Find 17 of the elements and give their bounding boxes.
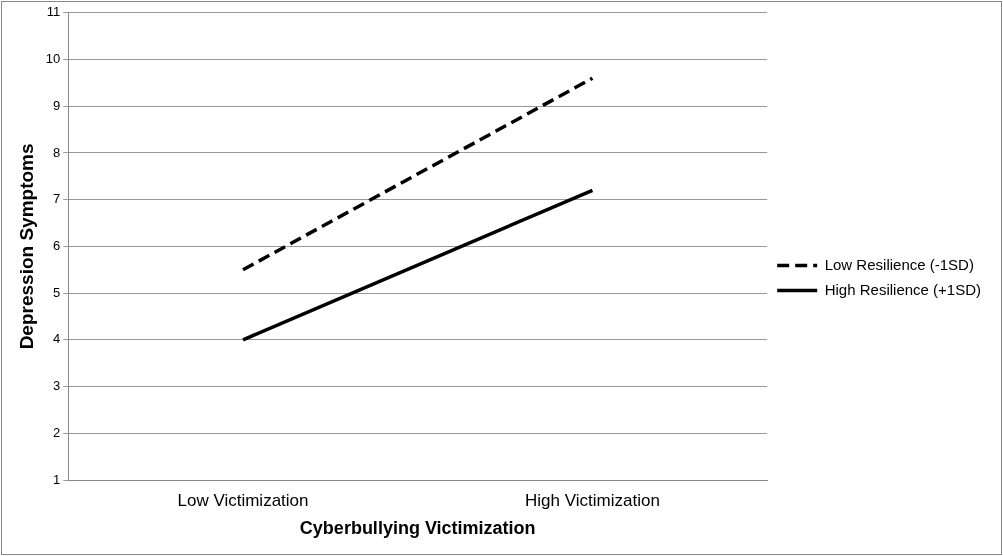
y-tick-label: 11 bbox=[46, 4, 61, 20]
y-tick-label: 4 bbox=[53, 331, 61, 347]
y-tick-label: 10 bbox=[45, 51, 61, 67]
legend-label: Low Resilience (-1SD) bbox=[824, 255, 974, 273]
y-tick-label: 8 bbox=[53, 144, 61, 160]
y-tick-label: 3 bbox=[53, 378, 61, 394]
y-tick-label: 5 bbox=[53, 284, 61, 300]
y-tick-label: 7 bbox=[53, 191, 61, 207]
y-tick-label: 1 bbox=[53, 471, 61, 487]
x-tick-label: Low Victimization bbox=[177, 490, 309, 510]
y-axis-title: Depression Symptoms bbox=[15, 143, 37, 350]
x-axis-title: Cyberbullying Victimization bbox=[299, 518, 536, 539]
y-tick-label: 2 bbox=[53, 424, 61, 440]
y-tick-label: 6 bbox=[53, 237, 61, 253]
legend-label: High Resilience (+1SD) bbox=[824, 280, 982, 298]
y-tick-label: 9 bbox=[53, 97, 61, 113]
x-tick-label: High Victimization bbox=[525, 490, 660, 510]
